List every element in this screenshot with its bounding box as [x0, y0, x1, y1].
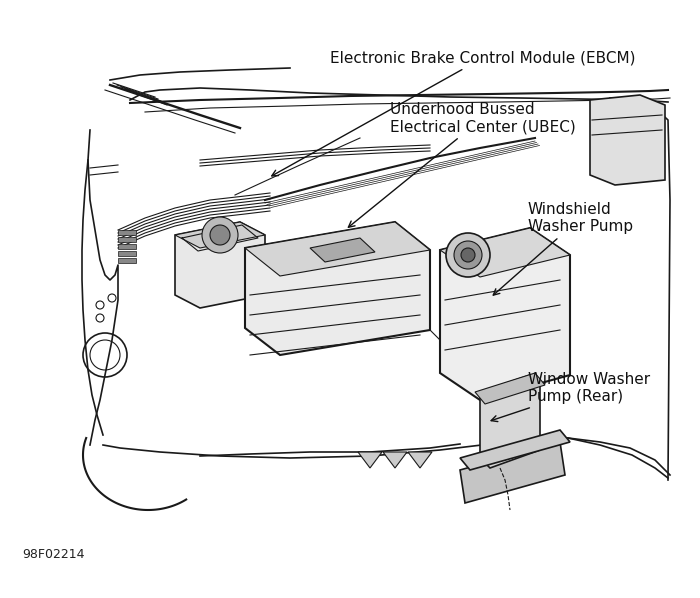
Bar — [118, 230, 136, 235]
Text: Windshield
Washer Pump: Windshield Washer Pump — [494, 202, 633, 295]
Polygon shape — [310, 238, 375, 262]
Text: Electronic Brake Control Module (EBCM): Electronic Brake Control Module (EBCM) — [272, 50, 636, 176]
Bar — [118, 237, 136, 242]
Polygon shape — [245, 222, 430, 276]
Bar — [118, 251, 136, 256]
Circle shape — [461, 248, 475, 262]
Polygon shape — [480, 375, 540, 468]
Polygon shape — [383, 452, 407, 468]
Polygon shape — [175, 222, 265, 248]
Polygon shape — [460, 430, 570, 470]
Polygon shape — [440, 228, 570, 400]
Text: Underhood Bussed
Electrical Center (UBEC): Underhood Bussed Electrical Center (UBEC… — [349, 102, 575, 227]
Polygon shape — [440, 228, 570, 277]
Circle shape — [454, 241, 482, 269]
Circle shape — [202, 217, 238, 253]
Polygon shape — [245, 222, 430, 355]
Polygon shape — [175, 222, 265, 308]
Bar — [118, 244, 136, 249]
Text: Window Washer
Pump (Rear): Window Washer Pump (Rear) — [491, 372, 650, 422]
Polygon shape — [408, 452, 432, 468]
Text: 98F02214: 98F02214 — [22, 548, 85, 561]
Bar — [118, 258, 136, 263]
Polygon shape — [590, 95, 665, 185]
Polygon shape — [475, 373, 545, 404]
Polygon shape — [358, 452, 382, 468]
Circle shape — [210, 225, 230, 245]
Polygon shape — [460, 442, 565, 503]
Circle shape — [446, 233, 490, 277]
